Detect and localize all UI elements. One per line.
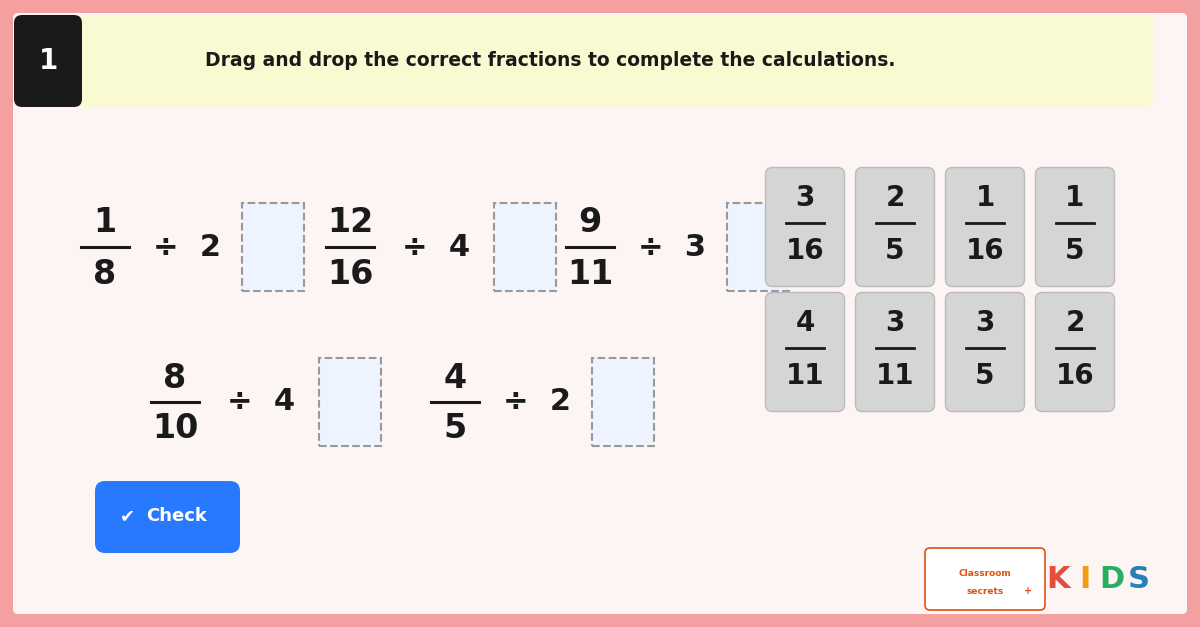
Text: S: S bbox=[1128, 564, 1150, 594]
Text: D: D bbox=[1099, 564, 1124, 594]
Bar bbox=[592, 358, 654, 446]
Bar bbox=[727, 203, 790, 291]
Text: 4: 4 bbox=[796, 309, 815, 337]
FancyBboxPatch shape bbox=[856, 293, 935, 411]
Text: 1: 1 bbox=[976, 184, 995, 212]
Text: ÷  2  =: ÷ 2 = bbox=[154, 233, 268, 261]
FancyBboxPatch shape bbox=[13, 13, 1187, 614]
FancyBboxPatch shape bbox=[946, 167, 1025, 287]
Text: 9: 9 bbox=[578, 206, 601, 240]
Text: Check: Check bbox=[146, 507, 208, 525]
Text: 5: 5 bbox=[976, 362, 995, 390]
Text: 10: 10 bbox=[152, 413, 198, 446]
FancyBboxPatch shape bbox=[925, 548, 1045, 610]
Text: ÷  3  =: ÷ 3 = bbox=[638, 233, 752, 261]
Text: 16: 16 bbox=[786, 237, 824, 265]
Text: +: + bbox=[1024, 586, 1032, 596]
FancyBboxPatch shape bbox=[47, 15, 1153, 107]
FancyBboxPatch shape bbox=[766, 167, 845, 287]
FancyBboxPatch shape bbox=[14, 15, 82, 107]
Text: ÷  4  =: ÷ 4 = bbox=[402, 233, 517, 261]
Text: ✔: ✔ bbox=[120, 507, 134, 525]
FancyBboxPatch shape bbox=[856, 167, 935, 287]
Text: Classroom: Classroom bbox=[959, 569, 1012, 577]
Text: 1: 1 bbox=[94, 206, 116, 240]
Text: 16: 16 bbox=[1056, 362, 1094, 390]
Text: 3: 3 bbox=[796, 184, 815, 212]
FancyBboxPatch shape bbox=[766, 293, 845, 411]
Bar bbox=[494, 203, 556, 291]
Text: secrets: secrets bbox=[966, 586, 1003, 596]
Text: 8: 8 bbox=[163, 362, 187, 394]
Text: 2: 2 bbox=[1066, 309, 1085, 337]
Text: 1: 1 bbox=[1066, 184, 1085, 212]
Text: 16: 16 bbox=[966, 237, 1004, 265]
Text: 11: 11 bbox=[786, 362, 824, 390]
FancyBboxPatch shape bbox=[946, 293, 1025, 411]
Text: 5: 5 bbox=[886, 237, 905, 265]
Text: 5: 5 bbox=[443, 413, 467, 446]
FancyBboxPatch shape bbox=[95, 481, 240, 553]
FancyBboxPatch shape bbox=[1036, 167, 1115, 287]
Text: 4: 4 bbox=[444, 362, 467, 394]
Text: ÷  2  =: ÷ 2 = bbox=[503, 387, 618, 416]
Text: 8: 8 bbox=[94, 258, 116, 290]
Text: I: I bbox=[1079, 564, 1091, 594]
Text: 5: 5 bbox=[1066, 237, 1085, 265]
Bar bbox=[319, 358, 382, 446]
Bar bbox=[242, 203, 304, 291]
FancyBboxPatch shape bbox=[1036, 293, 1115, 411]
Text: 12: 12 bbox=[326, 206, 373, 240]
Text: 1: 1 bbox=[38, 47, 58, 75]
Text: 16: 16 bbox=[326, 258, 373, 290]
Text: 3: 3 bbox=[886, 309, 905, 337]
Text: ÷  4  =: ÷ 4 = bbox=[227, 387, 342, 416]
Text: 3: 3 bbox=[976, 309, 995, 337]
Text: 11: 11 bbox=[566, 258, 613, 290]
Text: 11: 11 bbox=[876, 362, 914, 390]
Text: Drag and drop the correct fractions to complete the calculations.: Drag and drop the correct fractions to c… bbox=[205, 51, 895, 70]
Text: K: K bbox=[1046, 564, 1070, 594]
Text: 2: 2 bbox=[886, 184, 905, 212]
